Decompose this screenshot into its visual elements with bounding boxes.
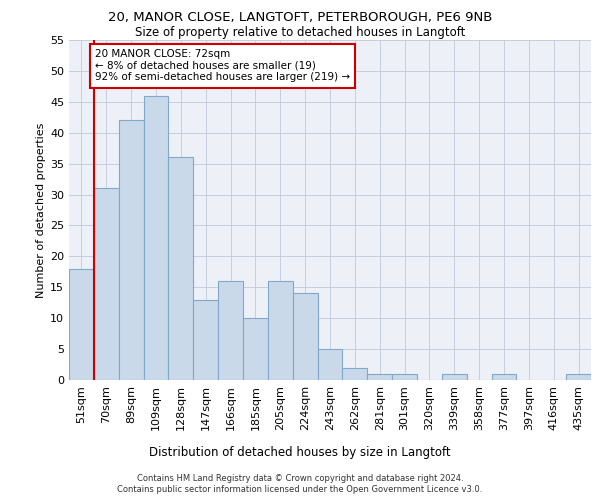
- Bar: [94, 188, 119, 380]
- Bar: [143, 96, 169, 380]
- Bar: [293, 294, 317, 380]
- Bar: [343, 368, 367, 380]
- Text: Size of property relative to detached houses in Langtoft: Size of property relative to detached ho…: [135, 26, 465, 39]
- Y-axis label: Number of detached properties: Number of detached properties: [36, 122, 46, 298]
- Bar: [69, 268, 94, 380]
- Bar: [268, 281, 293, 380]
- Bar: [169, 158, 193, 380]
- Text: 20, MANOR CLOSE, LANGTOFT, PETERBOROUGH, PE6 9NB: 20, MANOR CLOSE, LANGTOFT, PETERBOROUGH,…: [108, 11, 492, 24]
- Text: Contains HM Land Registry data © Crown copyright and database right 2024.
Contai: Contains HM Land Registry data © Crown c…: [118, 474, 482, 494]
- Bar: [392, 374, 417, 380]
- Bar: [317, 349, 343, 380]
- Bar: [491, 374, 517, 380]
- Text: 20 MANOR CLOSE: 72sqm
← 8% of detached houses are smaller (19)
92% of semi-detac: 20 MANOR CLOSE: 72sqm ← 8% of detached h…: [95, 50, 350, 82]
- Text: Distribution of detached houses by size in Langtoft: Distribution of detached houses by size …: [149, 446, 451, 459]
- Bar: [218, 281, 243, 380]
- Bar: [193, 300, 218, 380]
- Bar: [566, 374, 591, 380]
- Bar: [367, 374, 392, 380]
- Bar: [243, 318, 268, 380]
- Bar: [119, 120, 143, 380]
- Bar: [442, 374, 467, 380]
